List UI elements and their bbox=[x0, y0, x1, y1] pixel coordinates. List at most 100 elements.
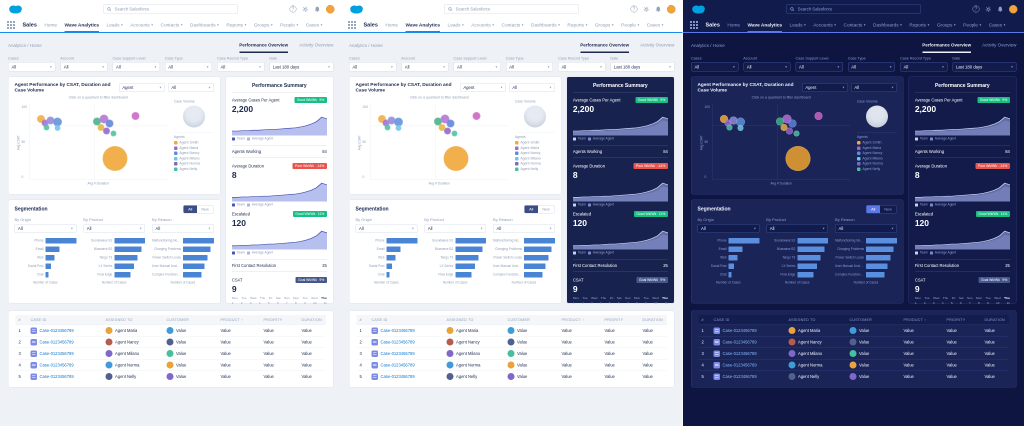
agent-bubble[interactable] bbox=[99, 114, 109, 124]
bar[interactable] bbox=[183, 238, 214, 244]
filter-cases-select[interactable]: All ▾ bbox=[349, 62, 397, 72]
legend-item[interactable]: Agent Maria bbox=[515, 146, 555, 150]
agent-bubble[interactable] bbox=[103, 127, 111, 135]
user-avatar[interactable] bbox=[325, 4, 335, 14]
agent-bubble[interactable] bbox=[472, 112, 481, 121]
bar[interactable] bbox=[45, 238, 77, 244]
case-link[interactable]: Case-0123456789 bbox=[380, 362, 415, 368]
case-link[interactable]: Case-0123456789 bbox=[380, 351, 415, 356]
tab-performance-overview[interactable]: Performance Overview bbox=[239, 43, 289, 53]
nav-tab-people[interactable]: People ▾ bbox=[280, 22, 299, 28]
filter-case-type-select[interactable]: All ▾ bbox=[847, 62, 895, 72]
filter-case-support-level-select[interactable]: All ▾ bbox=[795, 62, 843, 72]
nav-tab-cases[interactable]: Cases ▾ bbox=[988, 22, 1006, 28]
bar[interactable] bbox=[114, 238, 146, 244]
help-icon[interactable]: ? bbox=[630, 5, 638, 13]
product-select[interactable]: All ▾ bbox=[83, 224, 146, 233]
nav-tab-people[interactable]: People ▾ bbox=[621, 22, 640, 28]
bar[interactable] bbox=[386, 272, 390, 278]
legend-item[interactable]: Agent Nelly bbox=[515, 167, 555, 171]
nav-tab-accounts[interactable]: Accounts ▾ bbox=[471, 22, 495, 28]
product-select[interactable]: All ▾ bbox=[765, 224, 828, 233]
agent-bubble[interactable] bbox=[775, 117, 784, 126]
legend-item[interactable]: Agent Nelly bbox=[856, 167, 896, 171]
legend-item[interactable]: Agent Nancy bbox=[856, 151, 896, 155]
bar[interactable] bbox=[524, 263, 546, 269]
nav-tab-groups[interactable]: Groups ▾ bbox=[936, 22, 956, 28]
help-icon[interactable]: ? bbox=[289, 5, 297, 13]
bar[interactable] bbox=[386, 238, 418, 244]
bar[interactable] bbox=[728, 255, 738, 261]
filter-date-select[interactable]: Last 180 days ▾ bbox=[610, 62, 675, 72]
legend-item[interactable]: Agent Norma bbox=[173, 162, 214, 166]
bar[interactable] bbox=[796, 263, 817, 269]
bar[interactable] bbox=[183, 272, 202, 278]
filter-case-type-select[interactable]: All ▾ bbox=[164, 62, 213, 72]
agent-bubble[interactable] bbox=[395, 125, 402, 132]
nav-tab-dashboards[interactable]: Dashboards ▾ bbox=[190, 22, 219, 28]
agent-value-select[interactable]: All ▾ bbox=[167, 83, 214, 92]
origin-select[interactable]: All ▾ bbox=[14, 224, 77, 233]
bar[interactable] bbox=[114, 272, 131, 278]
filter-account-select[interactable]: All ▾ bbox=[60, 62, 108, 72]
filter-case-support-level-select[interactable]: All ▾ bbox=[112, 62, 160, 72]
filter-case-record-type-select[interactable]: All ▾ bbox=[217, 62, 265, 72]
agent-bubble[interactable] bbox=[378, 115, 387, 124]
nav-tab-groups[interactable]: Groups ▾ bbox=[595, 22, 614, 28]
agent-bubble[interactable] bbox=[41, 119, 49, 127]
legend-item[interactable]: Agent Milano bbox=[856, 156, 896, 161]
case-link[interactable]: Case-0123456789 bbox=[39, 339, 74, 345]
agent-bubble[interactable] bbox=[729, 116, 738, 125]
toggle-all[interactable]: All bbox=[866, 205, 880, 213]
notifications-bell-icon[interactable] bbox=[314, 6, 321, 13]
agent-bubble[interactable] bbox=[93, 117, 102, 126]
filter-date-select[interactable]: Last 180 days ▾ bbox=[269, 62, 334, 72]
help-icon[interactable]: ? bbox=[971, 5, 979, 13]
nav-tab-reports[interactable]: Reports ▾ bbox=[909, 22, 929, 28]
case-link[interactable]: Case-0123456789 bbox=[722, 328, 757, 333]
legend-item[interactable]: Agent Smith bbox=[515, 141, 555, 145]
agent-bubble[interactable] bbox=[105, 119, 114, 128]
bar[interactable] bbox=[455, 246, 483, 252]
legend-item[interactable]: Agent Maria bbox=[173, 146, 214, 150]
app-launcher-icon[interactable] bbox=[7, 21, 15, 29]
case-link[interactable]: Case-0123456789 bbox=[39, 362, 74, 368]
nav-tab-leads[interactable]: Leads ▾ bbox=[789, 22, 806, 28]
user-avatar[interactable] bbox=[1008, 4, 1017, 14]
agent-bubble[interactable] bbox=[784, 145, 810, 171]
nav-tab-groups[interactable]: Groups ▾ bbox=[253, 22, 273, 28]
filter-cases-select[interactable]: All ▾ bbox=[8, 62, 56, 72]
agent-bubble[interactable] bbox=[726, 124, 733, 131]
bar[interactable] bbox=[728, 238, 759, 244]
breadcrumb[interactable]: Analytics / Home bbox=[690, 43, 725, 48]
agent-bubble[interactable] bbox=[788, 119, 797, 128]
legend-item[interactable]: Agent Smith bbox=[173, 141, 214, 145]
bar[interactable] bbox=[45, 263, 52, 269]
bar[interactable] bbox=[524, 272, 543, 278]
filter-case-type-select[interactable]: All ▾ bbox=[506, 62, 554, 72]
origin-select[interactable]: All ▾ bbox=[355, 224, 418, 233]
bar[interactable] bbox=[45, 272, 49, 278]
nav-tab-home[interactable]: Home bbox=[44, 22, 58, 28]
bar[interactable] bbox=[183, 246, 211, 252]
agent-bubble[interactable] bbox=[102, 145, 128, 171]
agent-bubble[interactable] bbox=[110, 130, 117, 137]
agent-bubble[interactable] bbox=[36, 115, 45, 124]
case-link[interactable]: Case-0123456789 bbox=[39, 351, 74, 356]
case-link[interactable]: Case-0123456789 bbox=[722, 362, 757, 368]
nav-tab-contacts[interactable]: Contacts ▾ bbox=[160, 22, 183, 28]
case-link[interactable]: Case-0123456789 bbox=[39, 374, 74, 379]
agent-bubble[interactable] bbox=[434, 117, 443, 126]
bar[interactable] bbox=[455, 263, 476, 269]
sortable-column[interactable]: Product ↑ bbox=[220, 317, 244, 323]
bar[interactable] bbox=[114, 263, 134, 269]
bar[interactable] bbox=[865, 255, 891, 261]
agent-bubble[interactable] bbox=[394, 117, 404, 127]
search-input[interactable] bbox=[455, 6, 576, 12]
case-link[interactable]: Case-0123456789 bbox=[380, 328, 415, 333]
bar[interactable] bbox=[865, 263, 888, 269]
bar[interactable] bbox=[728, 263, 734, 269]
agent-bubble[interactable] bbox=[780, 123, 788, 131]
agent-bubble[interactable] bbox=[785, 127, 793, 135]
agent-value-select[interactable]: All ▾ bbox=[509, 83, 556, 92]
